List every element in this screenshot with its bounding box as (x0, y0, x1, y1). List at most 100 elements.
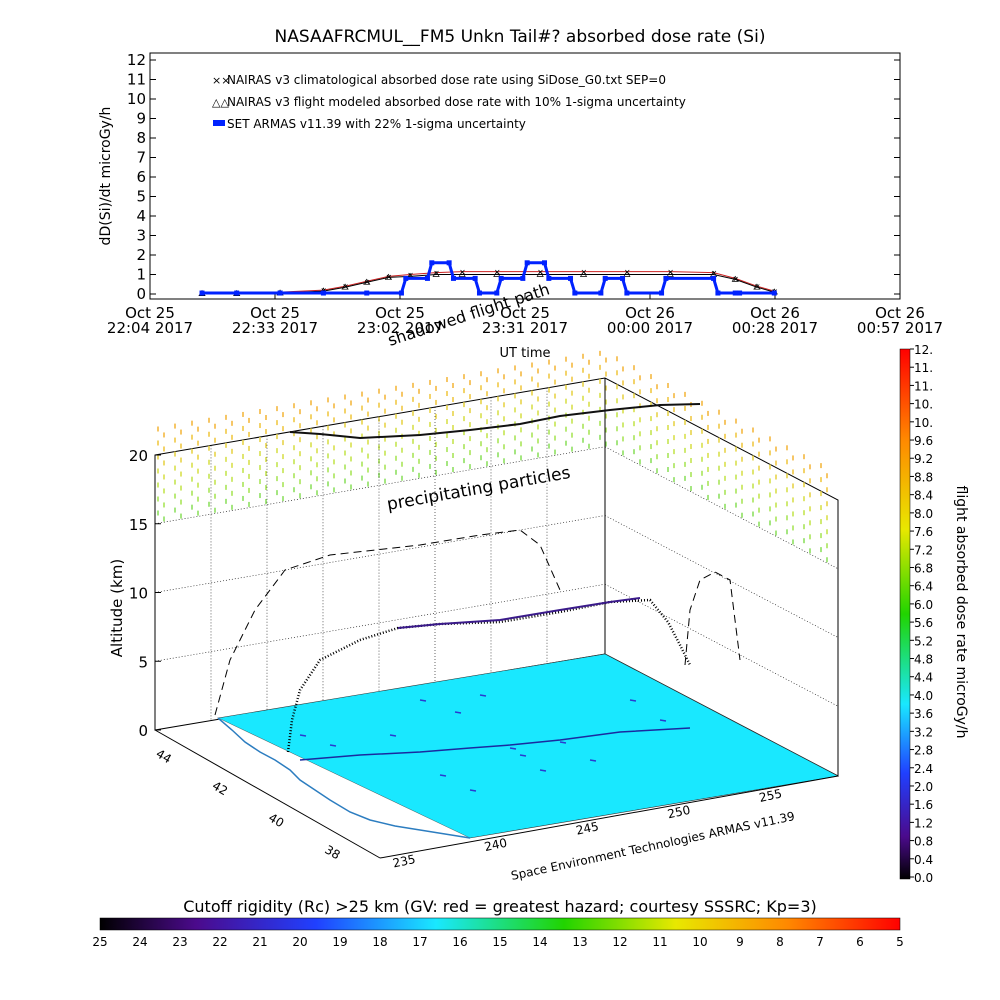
ground-speckle-mark (629, 699, 637, 702)
y-tick-label: 8 (136, 129, 146, 147)
dose-tick-label: 11. (914, 379, 933, 393)
lat-tick-label: 44 (154, 746, 174, 766)
series-point: × (433, 269, 440, 278)
dose-tick-label: 7.6 (914, 525, 933, 539)
dose-tick-label: 0.0 (914, 871, 933, 885)
x-tick-label-time: 00:28 2017 (732, 319, 818, 337)
dose-rate-line-chart: NASAAFRCMUL__FM5 Unkn Tail#? absorbed do… (98, 27, 943, 361)
series-point (429, 260, 435, 266)
series-point (494, 290, 500, 296)
rigidity-colorbar: Cutoff rigidity (Rc) >25 km (GV: red = g… (92, 897, 903, 949)
series-point (398, 290, 404, 296)
series-point (624, 290, 630, 296)
ground-speckle-mark (479, 694, 487, 697)
dose-tick-label: 2.4 (914, 762, 933, 776)
y-tick-label: 2 (136, 246, 146, 264)
longitude-ticks: 235 240 245 250 255 (391, 786, 783, 870)
dose-tick-label: 3.6 (914, 707, 933, 721)
dose-tick-label: 0.8 (914, 835, 933, 849)
series-point (476, 290, 482, 296)
series-point (277, 290, 283, 296)
y-tick-label: 4 (136, 207, 146, 225)
ground-speckle-mark (519, 754, 527, 757)
legend-label: SET ARMAS v11.39 with 22% 1-sigma uncert… (227, 117, 526, 131)
series-point (432, 270, 440, 277)
x-tick-label-time: 00:57 2017 (857, 319, 943, 337)
lat-tick-label: 38 (322, 842, 342, 862)
dose-tick-label: 6.4 (914, 580, 933, 594)
x-tick-label-time: 00:00 2017 (607, 319, 693, 337)
y-tick-label: 0 (136, 285, 146, 303)
series-point: × (407, 271, 414, 280)
series-point (520, 275, 526, 281)
dose-tick-label: 2.8 (914, 744, 933, 758)
z-axis-ticks: 0 5 10 15 20 (129, 447, 161, 740)
dose-tick-label: 12. (914, 343, 933, 357)
dose-tick-label: 4.8 (914, 653, 933, 667)
legend-marker: △△ (212, 96, 229, 109)
dose-tick-label: 11. (914, 361, 933, 375)
legend-marker (213, 120, 225, 126)
y-tick-label: 3 (136, 227, 146, 245)
series-point (623, 270, 631, 277)
y-tick-label: 6 (136, 168, 146, 186)
series-point (234, 290, 240, 296)
wall-grid-line (154, 583, 606, 662)
rigidity-tick-label: 15 (492, 935, 507, 949)
lon-tick-label: 250 (666, 803, 691, 821)
dose-tick-label: 0.4 (914, 853, 933, 867)
ground-speckle-mark (329, 744, 337, 747)
series-point (771, 290, 777, 296)
z-tick-label: 15 (129, 516, 148, 534)
series-point (384, 273, 393, 280)
series-point (731, 275, 739, 282)
dose-tick-label: 6.0 (914, 598, 933, 612)
series-line (202, 261, 775, 295)
x-tick-label-time: 23:31 2017 (482, 319, 568, 337)
rigidity-colorbar-label: Cutoff rigidity (Rc) >25 km (GV: red = g… (183, 897, 817, 916)
lon-axis-line (379, 775, 839, 859)
z-tick-label: 20 (129, 447, 148, 465)
ground-speckle-mark (389, 734, 397, 737)
dose-colorbar: 0.0 0.4 0.8 1.2 1.6 2.0 2.4 2.8 3.2 3.6 4.0 4.4 4.8 5… (899, 343, 969, 885)
wall-grid-line (604, 515, 839, 638)
series-point (446, 260, 452, 266)
dose-tick-label: 6.8 (914, 561, 933, 575)
series-point (536, 270, 544, 277)
dose-tick-label: 10. (914, 398, 933, 412)
shadow-path-left (214, 529, 561, 716)
rigidity-tick-label: 14 (532, 935, 547, 949)
z-tick-label: 5 (138, 653, 148, 671)
dose-tick-label: 8.8 (914, 470, 933, 484)
dose-tick-label: 8.4 (914, 489, 933, 503)
series-point (199, 290, 205, 296)
rigidity-tick-label: 23 (172, 935, 187, 949)
ground-speckle-mark (589, 759, 597, 762)
wall-grid-line (154, 446, 606, 525)
y-axis-label: dD(Si)/dt microGy/h (98, 107, 114, 246)
flight-path-3d (286, 598, 692, 753)
series-point (715, 290, 721, 296)
x-tick-label-time: 22:33 2017 (232, 319, 318, 337)
x-tick-label-time: 23:02 2017 (357, 319, 443, 337)
rigidity-tick-label: 18 (372, 935, 387, 949)
y-tick-label: 9 (136, 110, 146, 128)
legend-label: NAIRAS v3 flight modeled absorbed dose r… (227, 95, 686, 109)
y-tick-label: 11 (127, 71, 146, 89)
ground-speckle-mark (439, 774, 447, 777)
y-tick-label: 1 (136, 266, 146, 284)
ground-speckle-mark (509, 747, 517, 750)
precipitating-particle-field (157, 350, 828, 563)
dose-tick-label: 7.2 (914, 543, 933, 557)
series-point (542, 260, 548, 266)
dose-tick-label: 9.2 (914, 452, 933, 466)
rigidity-tick-label: 24 (132, 935, 147, 949)
coastline-edge (217, 717, 471, 839)
ground-speckle-mark (469, 789, 477, 792)
dose-tick-label: 1.2 (914, 816, 933, 830)
series-point (424, 275, 430, 281)
x-tick-label-date: Oct 26 (875, 304, 925, 322)
series-point (524, 260, 530, 266)
series-point (579, 270, 588, 277)
